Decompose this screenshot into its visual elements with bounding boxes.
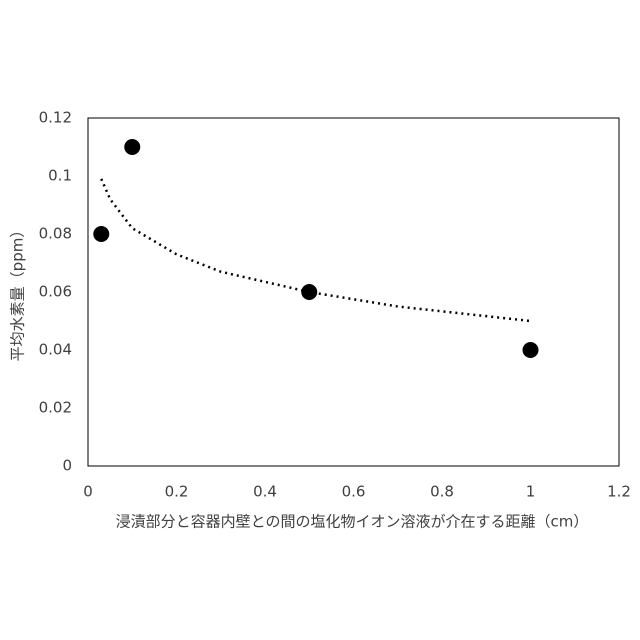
x-tick-label: 1.2 [607,483,631,501]
x-tick-label: 0 [83,483,93,501]
trendline [101,179,530,321]
y-tick-label: 0.04 [39,341,72,359]
data-point [93,226,109,242]
y-tick-label: 0 [62,457,72,475]
x-tick-label: 1 [526,483,536,501]
y-tick-label: 0.08 [39,225,72,243]
data-point [301,284,317,300]
y-tick-label: 0.1 [48,167,72,185]
x-tick-label: 0.6 [342,483,366,501]
x-tick-label: 0.2 [165,483,189,501]
y-tick-label: 0.06 [39,283,72,301]
x-tick-label: 0.4 [253,483,277,501]
y-tick-label: 0.12 [39,109,72,127]
y-tick-label: 0.02 [39,399,72,417]
chart: 浸漬部分と容器内壁との間の塩化物イオン溶液が介在する距離（cm） 平均水素量（p… [0,0,640,640]
x-axis-label: 浸漬部分と容器内壁との間の塩化物イオン溶液が介在する距離（cm） [116,513,589,531]
data-point [523,342,539,358]
page: {"chart_data": {"type": "scatter", "x_la… [0,0,640,640]
x-tick-label: 0.8 [430,483,454,501]
data-point [124,139,140,155]
plot-frame [88,118,619,466]
y-axis-label: 平均水素量（ppm） [9,223,27,362]
